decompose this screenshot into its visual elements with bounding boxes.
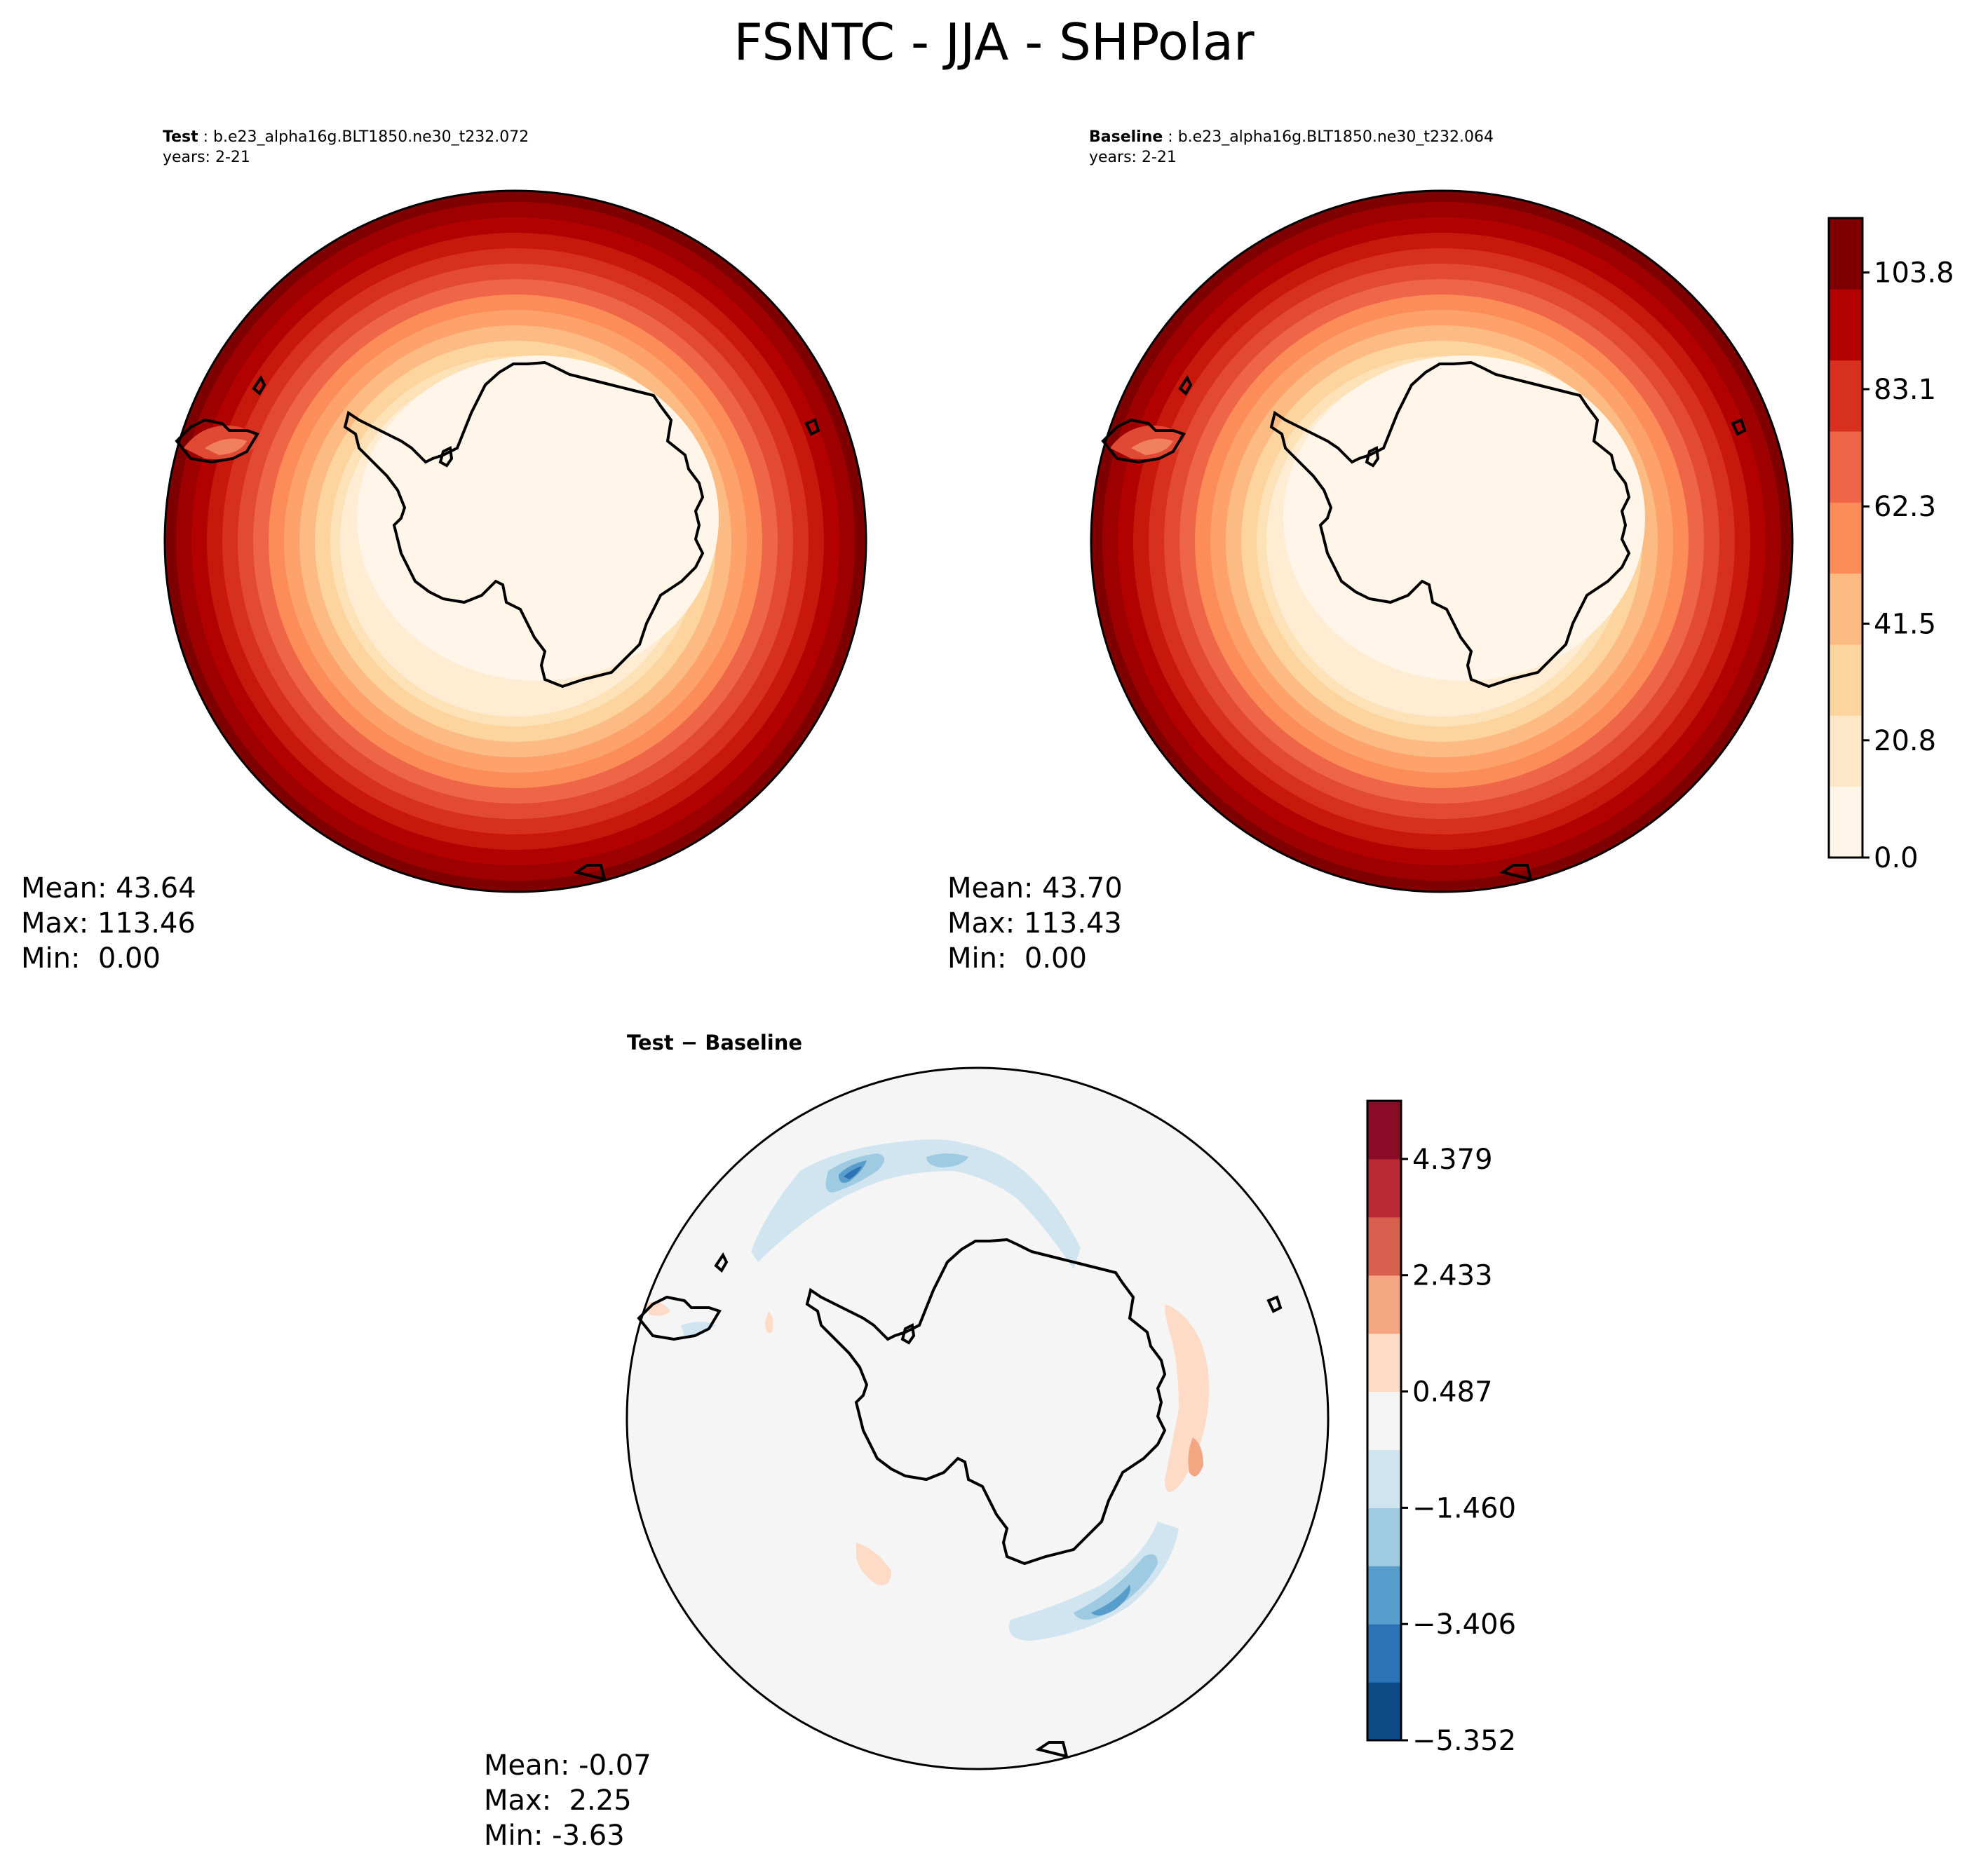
diff-mean: Mean: -0.07 [484, 1749, 651, 1782]
diff-map-field [627, 1068, 1328, 1769]
diff-colorbar-tick-label: −3.406 [1412, 1608, 1516, 1641]
test-mean: Mean: 43.64 [21, 872, 196, 904]
diff-colorbar-frame [1366, 1099, 1402, 1742]
diff-colorbar-segment [1367, 1624, 1401, 1683]
test-max: Max: 113.46 [21, 907, 196, 940]
diff-colorbar-segment [1367, 1275, 1401, 1334]
diff-colorbar-tick-label: 4.379 [1412, 1144, 1493, 1176]
diff-colorbar-segment [1367, 1158, 1401, 1218]
diff-panel-title: Test − Baseline [627, 1031, 803, 1055]
main-colorbar-segment [1829, 431, 1862, 503]
test-panel-header: Test : b.e23_alpha16g.BLT1850.ne30_t232.… [163, 128, 529, 166]
main-colorbar-segment [1829, 644, 1862, 716]
diff-colorbar-segment [1367, 1217, 1401, 1276]
diff-colorbar-tick-label: 0.487 [1412, 1376, 1493, 1409]
figure-title: FSNTC - JJA - SHPolar [733, 13, 1255, 72]
main-colorbar-segment [1829, 360, 1862, 432]
main-colorbar-tick-label: 20.8 [1874, 725, 1936, 757]
test-label: Test [163, 128, 198, 146]
main-colorbar-tick-label: 62.3 [1874, 491, 1936, 523]
test-map-boundary [163, 189, 867, 893]
baseline-map-field [1091, 191, 1792, 892]
baseline-min: Min: 0.00 [947, 942, 1087, 975]
diff-colorbar-tick-label: −1.460 [1412, 1492, 1516, 1524]
diff-map-boundary [626, 1066, 1330, 1770]
baseline-case-name: b.e23_alpha16g.BLT1850.ne30_t232.064 [1177, 128, 1494, 146]
baseline-label: Baseline [1089, 128, 1163, 146]
main-colorbar-segment [1829, 218, 1862, 290]
diff-colorbar-tick-label: 2.433 [1412, 1260, 1493, 1292]
main-colorbar-frame [1827, 217, 1864, 859]
baseline-mean: Mean: 43.70 [947, 872, 1123, 904]
main-colorbar-tick-label: 83.1 [1874, 374, 1936, 406]
test-min: Min: 0.00 [21, 942, 161, 975]
baseline-stats: Mean: 43.70 Max: 113.43 Min: 0.00 [947, 871, 1123, 976]
main-colorbar: 0.0 20.8 41.5 62.3 83.1 103.8 [1827, 217, 1954, 874]
main-colorbar-tick-label: 103.8 [1874, 257, 1954, 290]
diff-min: Min: -3.63 [484, 1820, 625, 1852]
diff-colorbar-segment [1367, 1391, 1401, 1450]
diff-stats: Mean: -0.07 Max: 2.25 Min: -3.63 [484, 1748, 651, 1853]
main-colorbar-segment [1829, 502, 1862, 574]
test-coastline [175, 360, 820, 881]
baseline-panel-header: Baseline : b.e23_alpha16g.BLT1850.ne30_t… [1089, 128, 1494, 166]
main-colorbar-tick-label: 0.0 [1874, 842, 1919, 874]
test-map-field [165, 191, 866, 892]
main-colorbar-segment [1829, 786, 1862, 858]
main-colorbar-segment [1829, 715, 1862, 787]
diff-colorbar: −5.352 −3.406 −1.460 0.487 2.433 4.379 [1366, 1099, 1516, 1757]
diff-colorbar-segment [1367, 1507, 1401, 1566]
main-colorbar-segment [1829, 289, 1862, 361]
test-years: years: 2-21 [163, 149, 250, 166]
diff-colorbar-tick-label: −5.352 [1412, 1725, 1516, 1757]
diff-colorbar-segment [1367, 1566, 1401, 1625]
baseline-map-boundary [1090, 189, 1794, 893]
test-map [163, 189, 867, 893]
test-case-name: b.e23_alpha16g.BLT1850.ne30_t232.072 [213, 128, 529, 146]
diff-colorbar-segment [1367, 1682, 1401, 1741]
baseline-years: years: 2-21 [1089, 149, 1177, 166]
main-colorbar-tick-label: 41.5 [1874, 608, 1936, 640]
diff-coastline [637, 1238, 1283, 1759]
diff-colorbar-segment [1367, 1449, 1401, 1508]
diff-colorbar-segment [1367, 1333, 1401, 1393]
baseline-map [1090, 189, 1794, 893]
main-colorbar-segment [1829, 573, 1862, 645]
diff-map [626, 1066, 1330, 1770]
baseline-coastline [1101, 360, 1747, 881]
test-stats: Mean: 43.64 Max: 113.46 Min: 0.00 [21, 871, 196, 976]
diff-max: Max: 2.25 [484, 1784, 632, 1817]
diff-colorbar-segment [1367, 1101, 1401, 1160]
baseline-max: Max: 113.43 [947, 907, 1122, 940]
